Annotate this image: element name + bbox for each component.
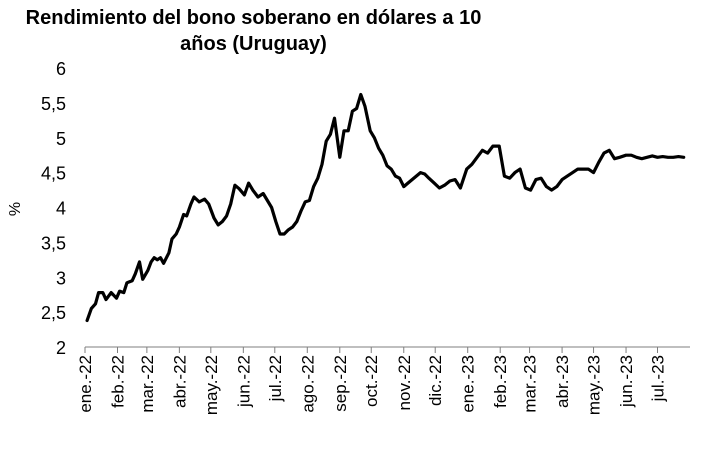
x-tick-label: jun.-23 <box>617 355 636 408</box>
x-tick-label: sep.-22 <box>331 355 350 412</box>
x-tick-label: abr.-23 <box>553 355 572 408</box>
y-tick-label: 4 <box>56 199 66 219</box>
x-tick-label: mar.-22 <box>138 355 157 413</box>
y-tick-label: 4,5 <box>41 164 66 184</box>
x-tick-label: may.-23 <box>585 355 604 415</box>
x-tick-label: feb.-22 <box>109 355 128 408</box>
x-tick-label: mar.-23 <box>521 355 540 413</box>
y-tick-label: 5,5 <box>41 94 66 114</box>
x-tick-label: jun.-22 <box>234 355 253 408</box>
x-axis: ene.-22 feb.-22 mar.-22 abr.-22 may.-22 jun.-… <box>76 346 690 415</box>
x-tick-label: ene.-23 <box>459 355 478 413</box>
y-tick-label: 2 <box>56 338 66 358</box>
x-tick-label: abr.-22 <box>170 355 189 408</box>
y-tick-label: 2,5 <box>41 303 66 323</box>
series-layer <box>85 92 686 323</box>
y-tick-label: 3,5 <box>41 233 66 253</box>
chart-title-line-2: años (Uruguay) <box>180 33 327 55</box>
series-line <box>85 92 686 323</box>
y-axis: 2 2,5 3 3,5 4 4,5 5 5,5 6 <box>41 59 66 358</box>
chart-title-line-1: Rendimiento del bono soberano en dólares… <box>25 7 482 29</box>
x-tick-label: oct.-22 <box>362 355 381 407</box>
y-tick-label: 6 <box>56 59 66 79</box>
x-tick-label: ago.-22 <box>298 355 317 413</box>
chart-title: Rendimiento del bono soberano en dólares… <box>0 5 714 57</box>
x-tick-label: nov.-22 <box>395 355 414 410</box>
y-tick-label: 5 <box>56 129 66 149</box>
x-tick-label: may.-22 <box>202 355 221 415</box>
x-tick-label: jul.-23 <box>648 355 667 402</box>
y-tick-label: 3 <box>56 268 66 288</box>
x-tick-label: jul.-22 <box>266 355 285 402</box>
x-tick-label: ene.-22 <box>76 355 95 413</box>
x-tick-label: dic.-22 <box>426 355 445 406</box>
x-tick-label: feb.-23 <box>491 355 510 408</box>
